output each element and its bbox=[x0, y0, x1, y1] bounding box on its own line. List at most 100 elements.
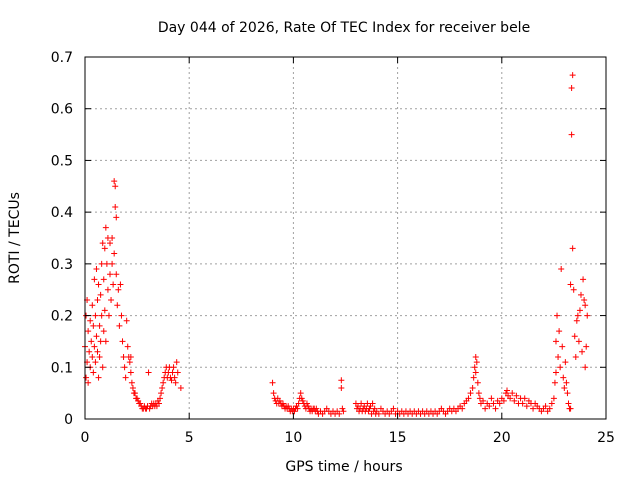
data-point bbox=[556, 328, 563, 335]
data-point bbox=[174, 369, 181, 376]
data-point bbox=[122, 374, 129, 381]
data-point bbox=[486, 403, 493, 410]
data-point bbox=[507, 395, 514, 402]
data-point bbox=[145, 369, 152, 376]
data-point bbox=[160, 379, 167, 386]
data-point bbox=[471, 364, 478, 371]
data-point bbox=[86, 348, 93, 355]
data-point bbox=[124, 343, 131, 350]
y-tick-label: 0.1 bbox=[51, 360, 73, 376]
data-point bbox=[127, 369, 134, 376]
data-point bbox=[276, 397, 283, 404]
data-point bbox=[568, 131, 575, 138]
data-point bbox=[504, 387, 511, 394]
data-point bbox=[102, 338, 109, 345]
data-point bbox=[95, 374, 102, 381]
data-point bbox=[480, 397, 487, 404]
tick-labels: 0 5 10 15 20 25 0 0.1 0.2 0.3 0.4 0.5 0.6 0.7 bbox=[51, 50, 615, 446]
data-point bbox=[567, 405, 574, 412]
data-point bbox=[159, 384, 166, 391]
data-point bbox=[113, 271, 120, 278]
data-point bbox=[552, 369, 559, 376]
data-point bbox=[467, 390, 474, 397]
data-point bbox=[570, 286, 577, 293]
data-point bbox=[554, 312, 561, 319]
data-point bbox=[459, 405, 466, 412]
data-point bbox=[92, 359, 99, 366]
data-point bbox=[93, 266, 100, 273]
data-point bbox=[105, 312, 112, 319]
data-point bbox=[169, 369, 176, 376]
data-point bbox=[579, 348, 586, 355]
data-point bbox=[92, 312, 99, 319]
data-point bbox=[338, 384, 345, 391]
data-point bbox=[482, 405, 489, 412]
data-point bbox=[488, 395, 495, 402]
data-point bbox=[114, 302, 121, 309]
data-point bbox=[511, 397, 518, 404]
data-point bbox=[313, 405, 320, 412]
chart-title: Day 044 of 2026, Rate Of TEC Index for r… bbox=[158, 20, 530, 36]
data-point bbox=[155, 400, 162, 407]
data-point bbox=[90, 369, 97, 376]
data-point bbox=[158, 390, 165, 397]
data-point bbox=[127, 353, 134, 360]
y-axis-label: ROTI / TECUs bbox=[7, 192, 23, 284]
data-point bbox=[91, 343, 98, 350]
data-point bbox=[99, 364, 106, 371]
data-point bbox=[582, 364, 589, 371]
data-point bbox=[492, 405, 499, 412]
data-point bbox=[550, 395, 557, 402]
data-point bbox=[89, 353, 96, 360]
data-point bbox=[168, 377, 175, 384]
data-point bbox=[530, 405, 537, 412]
data-point bbox=[104, 286, 111, 293]
data-point bbox=[96, 322, 103, 329]
data-point bbox=[299, 397, 306, 404]
data-point bbox=[500, 397, 507, 404]
data-point bbox=[490, 400, 497, 407]
data-point bbox=[340, 408, 347, 415]
data-point bbox=[546, 405, 553, 412]
data-point bbox=[569, 72, 576, 79]
x-tick-label: 0 bbox=[81, 430, 90, 446]
data-point bbox=[496, 400, 503, 407]
data-point bbox=[279, 400, 286, 407]
data-points bbox=[82, 72, 591, 417]
data-point bbox=[98, 260, 105, 267]
data-point bbox=[108, 297, 115, 304]
data-point bbox=[123, 317, 130, 324]
data-point bbox=[115, 286, 122, 293]
data-point bbox=[94, 297, 101, 304]
data-point bbox=[110, 281, 117, 288]
data-point bbox=[474, 379, 481, 386]
data-point bbox=[519, 400, 526, 407]
data-point bbox=[513, 392, 520, 399]
data-point bbox=[475, 390, 482, 397]
data-point bbox=[294, 405, 301, 412]
x-tick-label: 25 bbox=[597, 430, 615, 446]
data-point bbox=[581, 297, 588, 304]
data-point bbox=[101, 307, 108, 314]
data-point bbox=[569, 245, 576, 252]
data-point bbox=[369, 400, 376, 407]
data-point bbox=[555, 353, 562, 360]
y-tick-label: 0.6 bbox=[51, 102, 73, 118]
data-point bbox=[509, 390, 516, 397]
data-point bbox=[559, 343, 566, 350]
data-point bbox=[584, 312, 591, 319]
y-tick-label: 0.4 bbox=[51, 205, 73, 221]
data-point bbox=[116, 322, 123, 329]
data-point bbox=[97, 338, 104, 345]
data-point bbox=[112, 183, 119, 190]
data-point bbox=[99, 240, 106, 247]
data-point bbox=[542, 403, 549, 410]
data-point bbox=[137, 400, 144, 407]
data-point bbox=[172, 379, 179, 386]
data-point bbox=[269, 379, 276, 386]
x-tick-label: 10 bbox=[284, 430, 302, 446]
data-point bbox=[472, 353, 479, 360]
data-point bbox=[118, 312, 125, 319]
data-point bbox=[582, 302, 589, 309]
